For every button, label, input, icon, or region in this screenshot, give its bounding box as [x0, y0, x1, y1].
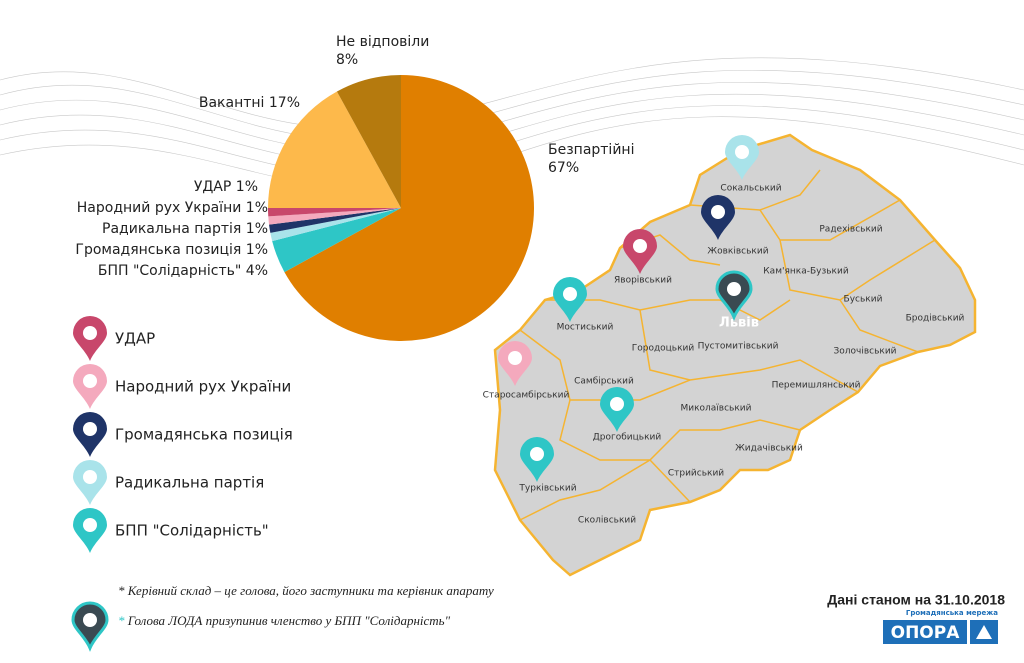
map [493, 133, 977, 577]
logo-box [883, 620, 967, 644]
map-pin-hole [610, 397, 624, 411]
district-label: Золочівський [833, 347, 896, 357]
slice-value: 8% [336, 52, 358, 68]
footnote: * Голова ЛОДА призупинив членство у БПП … [118, 613, 451, 628]
logo-name: ОПОРА [891, 623, 961, 643]
slice-category: Народний рух України [77, 200, 242, 216]
slice-category: БПП "Солідарність" [98, 263, 241, 279]
logo-icon [976, 625, 992, 639]
logo-subtitle: Громадянська мережа [906, 609, 998, 617]
slice-label: Вакантні 17% [199, 95, 300, 111]
slice-value: 1% [236, 179, 258, 195]
legend-pin-hole [83, 326, 97, 340]
district-label: Кам'янка-Бузький [763, 267, 849, 277]
logo: ОПОРА Громадянська мережа [883, 609, 998, 644]
pie-slice [268, 208, 401, 217]
slice-category: Громадянська позиція [75, 242, 241, 258]
footnote-pin-hole [83, 613, 97, 627]
legend-label: Радикальна партія [115, 474, 264, 492]
footnote-mark: * [118, 613, 125, 628]
map-pin-hole [735, 145, 749, 159]
date-note: Дані станом на 31.10.2018 [827, 592, 1005, 608]
slice-value: 1% [246, 200, 268, 216]
slice-value: 17% [269, 95, 300, 111]
district-label: Пустомитівський [698, 342, 779, 352]
district-label: Жидачівський [735, 444, 803, 454]
district-label: Турківський [518, 484, 576, 494]
slice-value: 4% [246, 263, 268, 279]
legend-pin-hole [83, 470, 97, 484]
district-label: Дрогобицький [593, 433, 662, 443]
pie-slice [284, 75, 534, 341]
slice-label: Безпартійні [548, 142, 634, 158]
district-label: Жовківський [707, 247, 768, 257]
slice-label: Громадянська позиція 1% [75, 242, 268, 258]
slice-label: Радикальна партія 1% [102, 221, 268, 237]
district-label: Сокальський [720, 184, 781, 194]
legend-pin-hole [83, 374, 97, 388]
district-label: Яворівський [614, 276, 672, 286]
map-pin-hole [508, 351, 522, 365]
slice-label: УДАР 1% [194, 179, 258, 195]
district-label: Буський [844, 295, 883, 305]
district-label: Бродівський [906, 314, 965, 324]
map-pin-hole [530, 447, 544, 461]
district-label: Сколівський [578, 516, 636, 526]
slice-label: БПП "Солідарність" 4% [98, 263, 268, 279]
pie-slice [268, 91, 401, 208]
district-label: Перемишлянський [772, 381, 861, 391]
legend-label: БПП "Солідарність" [115, 522, 269, 540]
pie-slice [269, 208, 401, 233]
map-pin-hole [711, 205, 725, 219]
map-pin-hole [563, 287, 577, 301]
footnote: * Керівний склад – це голова, його засту… [118, 583, 494, 598]
map-pin-hole [633, 239, 647, 253]
legend-pin-hole [83, 422, 97, 436]
pie-slice [272, 208, 401, 273]
city-label: Львів [719, 316, 759, 331]
legend-label: Громадянська позиція [115, 426, 293, 444]
legend-label: Народний рух України [115, 378, 291, 396]
slice-label: Народний рух України 1% [77, 200, 268, 216]
map-pin-hole [727, 282, 741, 296]
district-label: Старосамбірський [483, 391, 570, 401]
pie-slice [336, 75, 401, 208]
slice-category: УДАР [194, 179, 232, 195]
district-label: Мостиський [557, 323, 614, 333]
slice-category: Вакантні [199, 95, 265, 111]
district-label: Городоцький [632, 344, 695, 354]
legend-pin-hole [83, 518, 97, 532]
pie-slice [268, 208, 401, 225]
legend-label: УДАР [115, 330, 155, 348]
district-label: Радехівський [819, 225, 882, 235]
footnote-text: Голова ЛОДА призупинив членство у БПП "С… [127, 613, 451, 628]
region-outline [493, 133, 977, 577]
district-label: Стрийський [668, 469, 724, 479]
district-label: Самбірський [574, 377, 634, 387]
pie-slice [270, 208, 401, 242]
slice-value: 1% [246, 242, 268, 258]
slice-value: 67% [548, 160, 579, 176]
slice-category: Радикальна партія [102, 221, 241, 237]
slice-label: Не відповіли [336, 34, 429, 50]
district-label: Миколаївський [680, 404, 751, 414]
slice-value: 1% [246, 221, 268, 237]
